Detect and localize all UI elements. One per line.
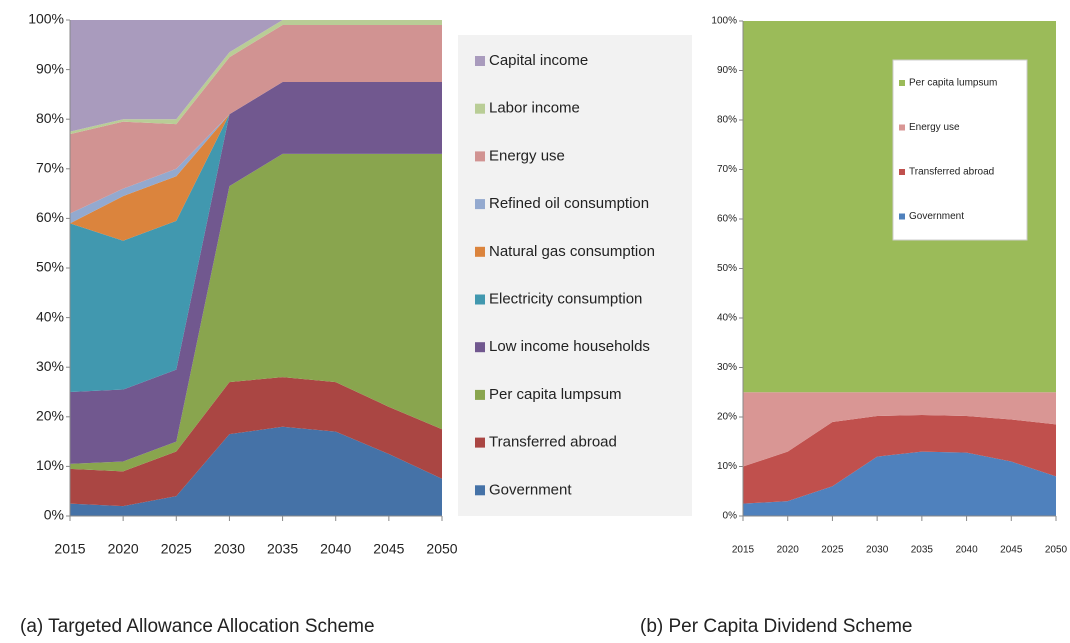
legend-swatch	[475, 485, 485, 496]
y-tick-label: 90%	[717, 65, 737, 76]
legend-swatch	[899, 124, 905, 131]
area	[70, 82, 442, 392]
x-tick-label: 2035	[911, 545, 934, 556]
y-tick-label: 100%	[28, 11, 64, 27]
caption: (b) Per Capita Dividend Scheme	[640, 616, 912, 637]
y-tick-label: 50%	[717, 263, 737, 274]
area	[70, 82, 442, 464]
legend-swatch	[475, 103, 485, 114]
area	[743, 415, 1056, 504]
area	[70, 82, 442, 241]
y-tick-label: 50%	[36, 259, 64, 275]
legend-swatch	[475, 342, 485, 353]
legend-label: Per capita lumpsum	[909, 78, 997, 89]
area	[743, 451, 1056, 516]
y-tick-label: 80%	[717, 115, 737, 126]
x-tick-label: 2050	[1045, 545, 1068, 556]
x-tick-label: 2030	[214, 541, 245, 557]
legend-label: Natural gas consumption	[489, 243, 655, 260]
legend-label: Electricity consumption	[489, 290, 642, 307]
legend-swatch	[475, 389, 485, 400]
legend-label: Low income households	[489, 338, 650, 355]
y-tick-label: 0%	[44, 507, 64, 523]
x-tick-label: 2020	[108, 541, 139, 557]
x-tick-label: 2040	[320, 541, 351, 557]
x-tick-label: 2045	[1000, 545, 1023, 556]
area	[70, 20, 442, 132]
y-tick-label: 30%	[717, 362, 737, 373]
y-tick-label: 70%	[717, 164, 737, 175]
legend-label: Labor income	[489, 100, 580, 117]
legend-label: Government	[909, 211, 964, 222]
legend-label: Per capita lumpsum	[489, 386, 622, 403]
caption: (a) Targeted Allowance Allocation Scheme	[20, 616, 375, 637]
legend-label: Transferred abroad	[909, 167, 994, 178]
y-tick-label: 100%	[711, 16, 737, 27]
legend-box	[458, 35, 692, 516]
x-tick-label: 2025	[821, 545, 844, 556]
x-tick-label: 2035	[267, 541, 298, 557]
area	[70, 24, 442, 214]
y-tick-label: 20%	[36, 408, 64, 424]
x-tick-label: 2030	[866, 545, 889, 556]
y-tick-label: 10%	[36, 457, 64, 473]
y-tick-label: 60%	[36, 209, 64, 225]
x-tick-label: 2020	[777, 545, 800, 556]
y-tick-label: 0%	[723, 511, 738, 522]
legend-swatch	[899, 213, 905, 220]
legend-label: Refined oil consumption	[489, 195, 649, 212]
area	[743, 392, 1056, 467]
y-tick-label: 40%	[36, 308, 64, 324]
area	[70, 426, 442, 516]
legend-label: Government	[489, 481, 572, 498]
legend-swatch	[475, 199, 485, 210]
legend-swatch	[475, 56, 485, 66]
legend-swatch	[899, 80, 905, 86]
y-tick-label: 20%	[717, 412, 737, 423]
y-tick-label: 10%	[717, 461, 737, 472]
y-tick-label: 30%	[36, 358, 64, 374]
legend-swatch	[475, 294, 485, 305]
x-tick-label: 2050	[426, 541, 457, 557]
legend-label: Transferred abroad	[489, 434, 617, 451]
legend-box	[892, 59, 1028, 241]
y-tick-label: 70%	[36, 160, 64, 176]
x-tick-label: 2040	[955, 545, 978, 556]
x-tick-label: 2015	[54, 541, 85, 557]
legend-swatch	[899, 169, 905, 175]
y-tick-label: 80%	[36, 110, 64, 126]
legend-label: Energy use	[909, 122, 960, 133]
legend-swatch	[475, 151, 485, 162]
legend-label: Capital income	[489, 52, 588, 69]
x-tick-label: 2045	[373, 541, 404, 557]
legend-swatch	[475, 246, 485, 257]
x-tick-label: 2015	[732, 545, 755, 556]
legend-label: Energy use	[489, 147, 565, 164]
y-tick-label: 40%	[717, 313, 737, 324]
legend-swatch	[475, 437, 485, 448]
x-tick-label: 2025	[161, 541, 192, 557]
area	[70, 377, 442, 507]
y-tick-label: 60%	[717, 214, 737, 225]
y-tick-label: 90%	[36, 60, 64, 76]
area	[70, 153, 442, 472]
